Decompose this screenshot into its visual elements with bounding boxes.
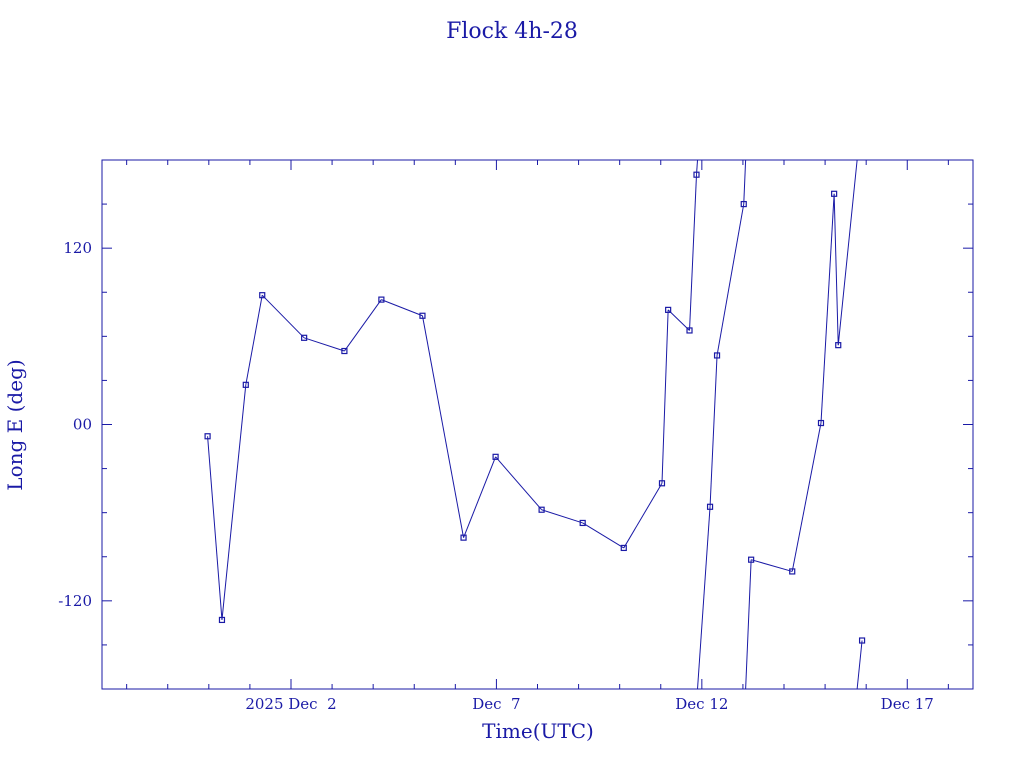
data-point <box>204 433 211 440</box>
data-point <box>789 568 796 575</box>
series-segment <box>716 203 745 356</box>
y-axis-ticks <box>102 203 973 646</box>
data-point <box>706 503 714 510</box>
series-segment <box>833 193 839 346</box>
x-axis-label: Time(UTC) <box>482 719 594 743</box>
series-segment <box>303 337 345 352</box>
data-point <box>492 453 499 460</box>
data-point <box>419 312 426 319</box>
series-segment <box>697 506 711 690</box>
x-tick-label: Dec 17 <box>881 695 934 713</box>
data-point <box>713 352 721 359</box>
data-point <box>740 200 747 208</box>
series-segment <box>343 299 382 352</box>
data-point <box>686 327 693 334</box>
data-point <box>538 506 545 513</box>
series-segment <box>582 522 625 549</box>
series-segment <box>623 483 663 549</box>
data-point <box>693 171 700 178</box>
x-tick-label: Dec 12 <box>675 695 728 713</box>
data-point <box>579 519 586 527</box>
data-point <box>817 419 825 427</box>
data-point <box>218 616 226 624</box>
y-axis-tick-labels: 120 00 -120 <box>58 239 92 610</box>
series-segment <box>791 422 822 572</box>
data-point <box>835 342 842 349</box>
x-tick-label: Dec 7 <box>472 695 520 713</box>
x-axis-tick-labels: 2025 Dec 2 Dec 7 Dec 12 Dec 17 <box>245 695 934 713</box>
series-segment <box>709 355 718 507</box>
series-segment <box>381 299 423 317</box>
series-segment <box>495 456 542 511</box>
plot-area-frame <box>101 159 974 690</box>
y-axis-label: Long E (deg) <box>3 359 27 490</box>
data-point <box>460 534 467 541</box>
chart-title: Flock 4h-28 <box>446 19 578 44</box>
series-segment <box>856 640 863 690</box>
y-tick-label: -120 <box>58 592 92 610</box>
series-segment <box>689 174 697 331</box>
series-segment <box>421 315 465 538</box>
data-point <box>242 381 249 388</box>
data-point <box>259 292 266 299</box>
series-segment <box>221 384 247 620</box>
series-longitude <box>207 159 863 690</box>
series-segment <box>837 159 858 346</box>
data-point <box>301 334 308 341</box>
series-segment <box>261 294 305 339</box>
data-point <box>341 347 348 355</box>
series-segment <box>745 559 752 690</box>
data-point-markers <box>204 171 866 644</box>
series-segment <box>207 436 223 620</box>
series-segment <box>743 159 747 205</box>
data-point <box>665 306 672 313</box>
data-point <box>858 637 866 644</box>
data-point <box>748 556 755 563</box>
data-point <box>620 544 627 552</box>
series-segment <box>667 309 690 331</box>
data-point <box>831 190 838 197</box>
series-segment <box>245 295 263 385</box>
y-tick-label: 120 <box>63 239 92 257</box>
series-segment <box>463 456 497 538</box>
y-tick-label: 00 <box>73 416 92 434</box>
series-segment <box>661 309 669 484</box>
x-tick-label: 2025 Dec 2 <box>245 695 336 713</box>
data-point <box>658 480 666 487</box>
series-segment <box>541 509 583 524</box>
series-segment <box>820 193 835 424</box>
series-segment <box>751 559 793 572</box>
x-axis-ticks <box>126 160 949 689</box>
data-point <box>378 296 385 303</box>
